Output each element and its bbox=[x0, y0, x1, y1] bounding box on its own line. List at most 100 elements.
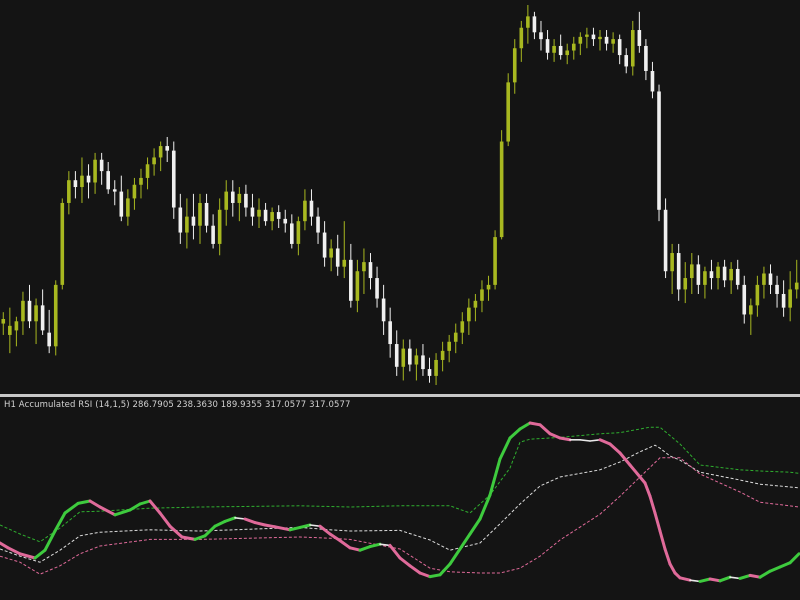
bear-candle bbox=[27, 300, 32, 322]
bull-candle bbox=[565, 50, 570, 56]
rsi-segment-down bbox=[708, 577, 722, 583]
bear-candle bbox=[73, 180, 78, 188]
bull-candle bbox=[552, 45, 556, 53]
bull-candle bbox=[126, 198, 130, 217]
rsi-segment-up bbox=[508, 427, 522, 440]
rsi-segment-down bbox=[663, 547, 672, 566]
bull-candle bbox=[296, 221, 301, 244]
bull-candle bbox=[499, 141, 504, 238]
rsi-segment-up bbox=[738, 573, 752, 580]
bear-candle bbox=[742, 284, 747, 315]
bear-candle bbox=[99, 159, 104, 172]
bear-candle bbox=[191, 216, 196, 226]
rsi-segment-flat bbox=[729, 576, 741, 580]
bull-candle bbox=[512, 48, 517, 83]
bull-candle bbox=[670, 253, 674, 272]
bull-candle bbox=[578, 36, 583, 44]
pane-separator[interactable] bbox=[0, 394, 800, 397]
bull-candle bbox=[794, 282, 799, 290]
rsi-segment-down bbox=[158, 511, 172, 528]
bull-candle bbox=[493, 237, 497, 285]
bull-candle bbox=[460, 321, 465, 333]
bull-candle bbox=[506, 82, 510, 142]
bull-candle bbox=[93, 159, 97, 183]
indicator-label: H1 Accumulated RSI (14,1,5) 286.7905 238… bbox=[4, 400, 351, 410]
bull-candle bbox=[729, 268, 733, 281]
bear-candle bbox=[558, 45, 563, 56]
rsi-segment-up bbox=[288, 525, 302, 532]
rsi-segment-down bbox=[148, 499, 162, 515]
bull-candle bbox=[329, 248, 333, 258]
rsi-segment-down bbox=[168, 524, 184, 539]
bull-candle bbox=[303, 200, 307, 222]
bull-candle bbox=[788, 289, 792, 308]
bear-candle bbox=[637, 30, 642, 46]
bull-candle bbox=[762, 273, 766, 285]
bull-candle bbox=[80, 175, 84, 188]
indicator-pane[interactable] bbox=[0, 397, 800, 600]
rsi-segment-up bbox=[76, 499, 92, 505]
rsi-segment-up bbox=[428, 573, 442, 579]
bear-candle bbox=[322, 232, 327, 258]
band-mid-line bbox=[0, 444, 800, 563]
bull-candle bbox=[270, 212, 274, 222]
rsi-segment-down bbox=[398, 556, 412, 568]
bull-candle bbox=[342, 259, 347, 267]
rsi-segment-up bbox=[438, 562, 452, 577]
rsi-segment-up bbox=[458, 532, 472, 551]
bull-candle bbox=[152, 157, 156, 165]
rsi-segment-down bbox=[678, 576, 692, 582]
bear-candle bbox=[171, 150, 176, 208]
rsi-segment-down bbox=[273, 525, 292, 532]
rsi-segment-up bbox=[138, 499, 152, 506]
rsi-segment-down bbox=[253, 521, 267, 527]
rsi-segment-up bbox=[778, 561, 792, 569]
bear-candle bbox=[775, 284, 779, 294]
bear-candle bbox=[250, 207, 255, 217]
rsi-segment-down bbox=[418, 571, 432, 579]
rsi-segment-down bbox=[558, 436, 572, 442]
bear-candle bbox=[388, 321, 392, 345]
rsi-segment-up bbox=[113, 508, 132, 517]
rsi-segment-up bbox=[53, 511, 67, 533]
bear-candle bbox=[375, 278, 379, 299]
bull-candle bbox=[519, 27, 524, 49]
rsi-segment-down bbox=[598, 438, 612, 446]
bear-candle bbox=[230, 191, 235, 203]
bull-candle bbox=[703, 271, 707, 285]
rsi-segment-up bbox=[358, 545, 372, 552]
rsi-segment-flat bbox=[234, 516, 246, 520]
rsi-segment-up bbox=[478, 493, 492, 521]
bear-candle bbox=[263, 209, 268, 222]
bull-candle bbox=[139, 177, 143, 185]
bear-candle bbox=[591, 34, 596, 40]
bull-candle bbox=[434, 359, 438, 376]
bear-candle bbox=[276, 212, 281, 219]
rsi-segment-down bbox=[748, 573, 762, 579]
bull-candle bbox=[467, 307, 471, 322]
bear-candle bbox=[368, 262, 373, 279]
bear-candle bbox=[178, 207, 183, 233]
rsi-segment-up bbox=[718, 575, 732, 583]
bull-candle bbox=[257, 209, 261, 217]
bull-candle bbox=[217, 209, 222, 244]
rsi-segment-down bbox=[648, 494, 657, 515]
bull-candle bbox=[185, 216, 189, 233]
bear-candle bbox=[421, 355, 425, 370]
bear-candle bbox=[722, 266, 727, 281]
bull-candle bbox=[158, 146, 163, 158]
bear-candle bbox=[47, 332, 51, 347]
band-upper-line bbox=[0, 426, 800, 543]
bull-candle bbox=[362, 262, 366, 272]
rsi-segment-up bbox=[43, 529, 57, 552]
rsi-segment-flat bbox=[309, 524, 321, 528]
bull-candle bbox=[60, 202, 65, 285]
bear-candle bbox=[532, 16, 537, 33]
rsi-segment-up bbox=[368, 542, 382, 549]
bull-candle bbox=[237, 193, 242, 203]
rsi-segment-down bbox=[658, 529, 667, 551]
bear-candle bbox=[309, 200, 314, 217]
rsi-segment-down bbox=[263, 523, 277, 529]
rsi-segment-up bbox=[768, 565, 782, 573]
